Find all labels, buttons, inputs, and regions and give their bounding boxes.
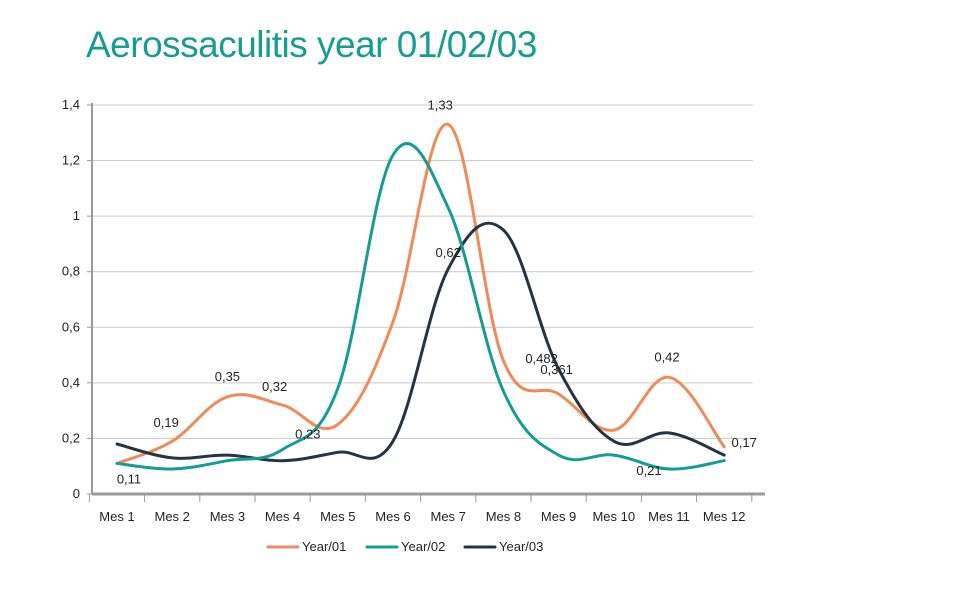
series-lines xyxy=(115,122,726,471)
x-tick-label: Mes 8 xyxy=(486,509,521,524)
data-label: 1,33 xyxy=(428,97,453,112)
x-tick-label: Mes 6 xyxy=(375,509,410,524)
data-label: 0,35 xyxy=(215,369,240,384)
data-label: 0,62 xyxy=(436,245,461,260)
data-label: 0,482 xyxy=(525,351,558,366)
y-tick-label: 0,2 xyxy=(62,430,80,445)
data-label: 0,361 xyxy=(540,362,573,377)
chart-title: Aerossaculitis year 01/02/03 xyxy=(86,24,537,65)
x-tick-label: Mes 1 xyxy=(99,509,134,524)
axes xyxy=(88,103,765,502)
series-line-year-01 xyxy=(115,122,726,465)
x-tick-label: Mes 9 xyxy=(541,509,576,524)
y-tick-label: 1,4 xyxy=(62,97,80,112)
data-label: 0,17 xyxy=(732,435,757,450)
x-tick-label: Mes 11 xyxy=(648,509,690,524)
y-tick-label: 1 xyxy=(73,208,80,223)
legend: Year/01 Year/02 Year/03 xyxy=(266,539,543,554)
x-tick-label: Mes 2 xyxy=(154,509,189,524)
y-tick-label: 0,4 xyxy=(62,375,80,390)
x-tick-label: Mes 7 xyxy=(430,509,465,524)
data-label: 0,21 xyxy=(636,463,661,478)
data-label: 0,32 xyxy=(262,379,287,394)
data-label: 0,11 xyxy=(117,471,141,486)
series-line-year-02 xyxy=(115,142,726,471)
legend-item: Year/01 xyxy=(266,539,346,554)
y-tick-label: 0,6 xyxy=(62,319,80,334)
data-label: 0,23 xyxy=(295,426,320,441)
data-label: 0,42 xyxy=(654,349,679,364)
legend-item: Year/02 xyxy=(365,539,445,554)
series-line-year-03 xyxy=(115,221,726,463)
x-tick-labels: Mes 1 Mes 2 Mes 3 Mes 4 Mes 5 Mes 6 Mes 7 Mes 8… xyxy=(99,509,745,524)
x-tick-label: Mes 5 xyxy=(320,509,355,524)
data-label: 0,19 xyxy=(154,415,179,430)
legend-label: Year/02 xyxy=(401,539,445,554)
y-tick-labels: 0 0,2 0,4 0,6 0,8 1 1,2 1,4 xyxy=(62,97,80,501)
y-tick-label: 0,8 xyxy=(62,264,80,279)
x-tick-label: Mes 3 xyxy=(210,509,245,524)
y-tick-label: 1,2 xyxy=(62,153,80,168)
x-tick-label: Mes 10 xyxy=(592,509,635,524)
legend-item: Year/03 xyxy=(463,539,543,554)
x-tick-label: Mes 4 xyxy=(265,509,300,524)
legend-label: Year/03 xyxy=(499,539,543,554)
x-tick-label: Mes 12 xyxy=(703,509,746,524)
gridlines xyxy=(87,104,753,495)
y-tick-label: 0 xyxy=(73,486,80,501)
legend-label: Year/01 xyxy=(302,539,346,554)
